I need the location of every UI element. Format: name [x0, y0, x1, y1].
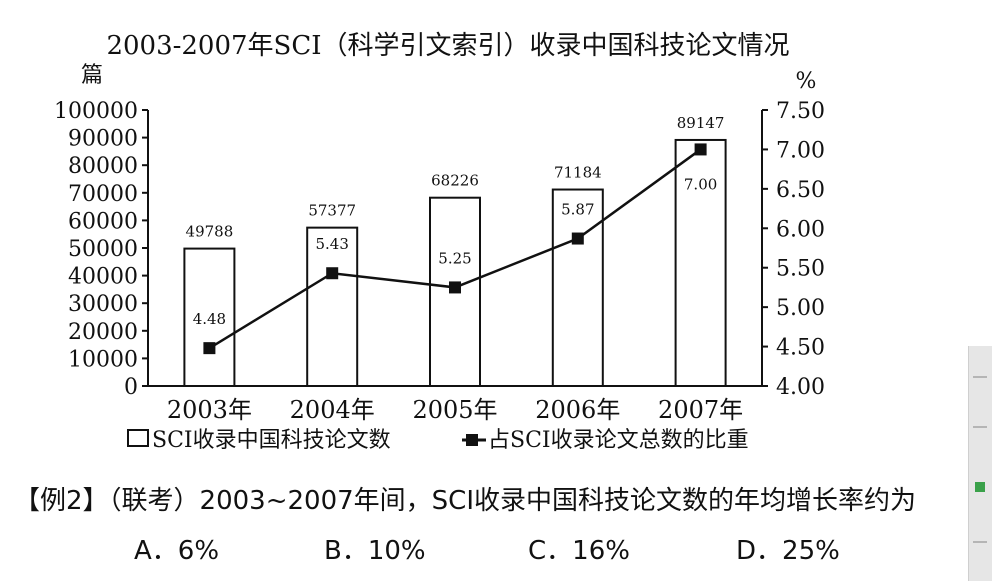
answer-options: A．6% B．10% C．16% D．25% — [0, 530, 992, 570]
line-point — [694, 143, 707, 156]
bar-series — [183, 138, 727, 387]
legend-line-swatch-marker — [466, 434, 478, 446]
side-panel-status-icon — [975, 482, 985, 492]
bar — [183, 247, 236, 387]
y-axis-right-ticks: 7.50 7.00 6.50 6.00 5.50 5.00 4.50 4.00 — [762, 99, 825, 400]
legend-line-label: 占SCI收录论文总数的比重 — [488, 428, 749, 453]
line-value-label: 5.25 — [438, 249, 471, 267]
y-left-tick-label: 80000 — [68, 154, 138, 179]
bar — [551, 188, 604, 387]
side-panel-edge — [968, 346, 992, 581]
line-point — [449, 281, 461, 294]
y-left-tick-label: 0 — [124, 375, 138, 400]
y-left-tick-label: 70000 — [68, 182, 138, 207]
y-axis-right-label: % — [796, 69, 817, 94]
option-a[interactable]: A．6% — [134, 536, 220, 566]
y-left-tick-label: 40000 — [68, 265, 138, 290]
y-right-tick-label: 4.50 — [776, 336, 825, 361]
x-tick-label: 2007年 — [658, 396, 743, 424]
line-point — [326, 267, 339, 280]
y-left-tick-label: 60000 — [68, 209, 138, 234]
y-right-tick-label: 7.50 — [776, 99, 825, 124]
side-panel-marker — [973, 426, 987, 428]
y-axis-left-label: 篇 — [81, 63, 103, 88]
x-tick-label: 2004年 — [290, 396, 375, 424]
y-left-tick-label: 100000 — [54, 99, 138, 124]
line-series — [203, 143, 707, 355]
line-point — [571, 232, 584, 245]
y-right-tick-label: 6.50 — [776, 178, 825, 203]
bar-value-labels: 49788 57377 68226 71184 89147 — [186, 114, 725, 241]
line-value-label: 5.43 — [315, 235, 348, 253]
y-left-tick-label: 50000 — [68, 237, 138, 262]
y-left-tick-label: 30000 — [68, 292, 138, 317]
y-right-tick-label: 6.00 — [776, 217, 825, 242]
line-value-label: 4.48 — [193, 310, 226, 328]
option-c[interactable]: C．16% — [528, 536, 630, 566]
line-value-labels: 4.48 5.43 5.25 5.87 7.00 — [193, 175, 718, 328]
combo-chart: 2003-2007年SCI（科学引文索引）收录中国科技论文情况 篇 % 1000… — [54, 31, 825, 453]
bar — [674, 138, 727, 387]
legend: SCI收录中国科技论文数 占SCI收录论文总数的比重 — [127, 428, 749, 453]
legend-bar-label: SCI收录中国科技论文数 — [152, 428, 391, 453]
bar — [306, 226, 359, 387]
legend-bar-swatch — [127, 429, 149, 447]
y-left-tick-label: 90000 — [68, 127, 138, 152]
chart-title: 2003-2007年SCI（科学引文索引）收录中国科技论文情况 — [106, 31, 789, 61]
bar-value-label: 89147 — [677, 114, 725, 132]
option-d[interactable]: D．25% — [736, 536, 840, 566]
x-tick-label: 2005年 — [412, 396, 497, 424]
y-right-tick-label: 7.00 — [776, 138, 825, 163]
bar-value-label: 49788 — [186, 223, 234, 241]
x-tick-label: 2003年 — [167, 396, 252, 424]
x-tick-label: 2006年 — [535, 396, 620, 424]
line-value-label: 5.87 — [561, 201, 594, 219]
y-right-tick-label: 5.00 — [776, 296, 825, 321]
y-left-tick-label: 10000 — [68, 347, 138, 372]
y-axis-left-ticks: 1000009000080000700006000050000400003000… — [54, 99, 148, 400]
line-value-label: 7.00 — [684, 175, 717, 193]
question-stem: 【例2】（联考）2003~2007年间，SCI收录中国科技论文数的年均增长率约为 — [14, 486, 916, 516]
y-right-tick-label: 5.50 — [776, 257, 825, 282]
y-left-tick-label: 20000 — [68, 320, 138, 345]
y-right-tick-label: 4.00 — [776, 375, 825, 400]
bar-value-label: 68226 — [431, 172, 479, 190]
side-panel-marker — [973, 376, 987, 378]
line-point — [203, 342, 216, 355]
option-b[interactable]: B．10% — [324, 536, 426, 566]
bar-value-label: 57377 — [308, 202, 356, 220]
side-panel-marker — [973, 541, 987, 543]
x-axis-ticks: 2003年 2004年 2005年 2006年 2007年 — [167, 396, 743, 424]
bar-value-label: 71184 — [554, 164, 602, 182]
